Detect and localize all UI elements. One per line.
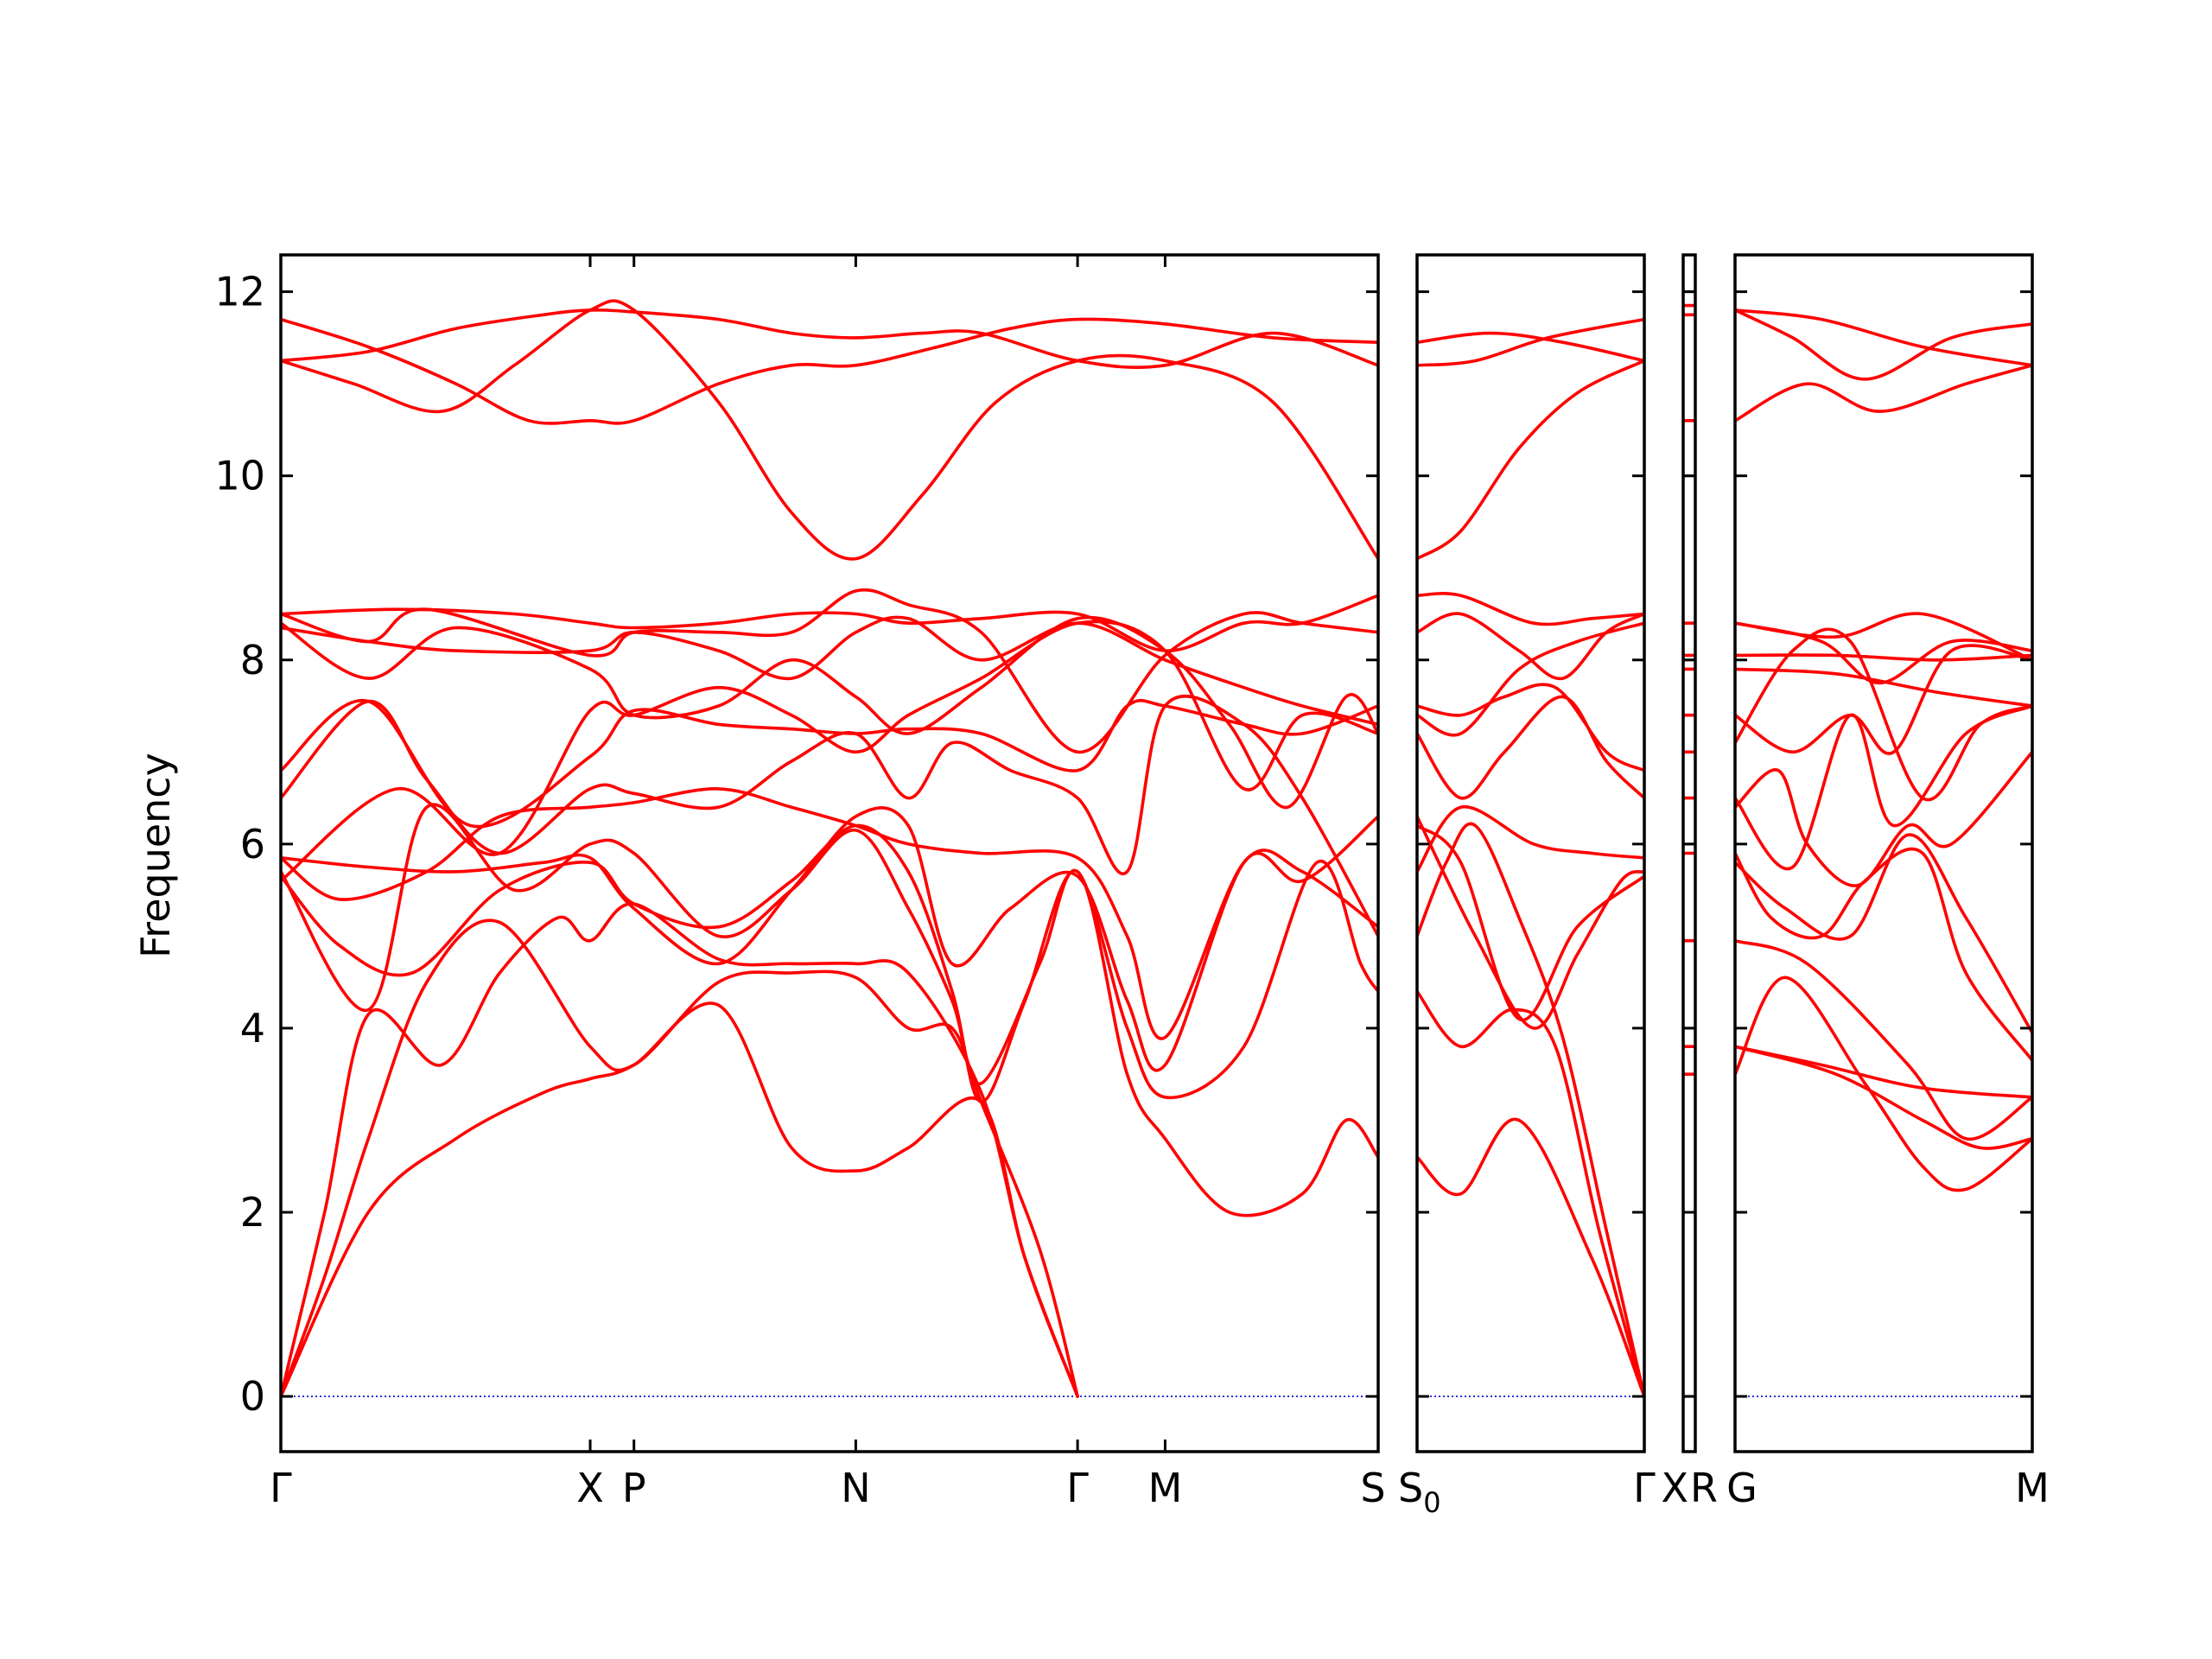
- plot-frame: [1681, 253, 1697, 1453]
- band-line-12: [1735, 653, 2032, 662]
- band-line-1: [1735, 976, 2032, 1192]
- band-line-1: [281, 1001, 1079, 1398]
- plot-frame: [1733, 253, 2034, 1453]
- band-line-2: [1735, 1045, 2032, 1150]
- band-line-14: [281, 594, 1378, 652]
- y-tick-label: 6: [240, 821, 265, 868]
- x-tick-label: Γ: [1066, 1465, 1089, 1511]
- band-line-12: [281, 615, 1378, 727]
- band-line-12: [1417, 359, 1644, 561]
- band-line-15: [1735, 364, 2032, 423]
- band-line-11: [1735, 667, 2032, 708]
- band-line-9: [281, 698, 1378, 829]
- band-line-5: [1417, 823, 1644, 1022]
- band-line-15: [281, 299, 1378, 561]
- band-line-17: [281, 308, 1378, 369]
- band-line-16: [281, 317, 1378, 425]
- band-line-9: [1417, 621, 1644, 737]
- band-line-4: [281, 823, 1378, 1217]
- band-line-7: [281, 787, 1378, 1040]
- bands: [1683, 303, 1695, 1077]
- plot-frame: [279, 253, 1380, 1453]
- band-line-13: [1417, 317, 1644, 367]
- band-line-3: [281, 918, 1079, 1398]
- x-tick-label: S: [1360, 1465, 1385, 1511]
- band-line-11: [1417, 592, 1644, 626]
- panel-2: S0 Γ: [1398, 253, 1656, 1519]
- band-line-10: [281, 620, 1378, 883]
- y-tick-label: 10: [214, 453, 265, 499]
- plot-frame: [1415, 253, 1646, 1453]
- band-line-17: [1735, 308, 2032, 381]
- band-line-13: [281, 588, 1378, 754]
- y-tick-label: 2: [240, 1189, 265, 1236]
- band-line-7: [1735, 750, 2032, 887]
- bands: [1417, 317, 1644, 1398]
- bands: [281, 299, 1378, 1398]
- band-line-8: [281, 695, 1378, 938]
- y-tick-label: 12: [214, 269, 265, 315]
- x-tick-label: M: [1148, 1465, 1183, 1511]
- band-line-3: [1735, 1045, 2032, 1099]
- y-tick-label: 0: [240, 1373, 265, 1420]
- band-line-10: [1417, 612, 1644, 681]
- x-tick-label: X: [576, 1465, 604, 1511]
- band-line-8: [1417, 683, 1644, 772]
- band-line-6: [1417, 805, 1644, 874]
- band-line-3: [1417, 822, 1644, 1398]
- band-line-2: [1417, 989, 1644, 1398]
- x-tick-label: S0: [1398, 1465, 1441, 1519]
- x-tick-label: G: [1726, 1465, 1758, 1511]
- x-tick-label: R: [1690, 1465, 1718, 1511]
- y-axis-label: Frequency: [132, 753, 179, 958]
- band-line-2: [281, 902, 1079, 1398]
- x-tick-label: Γ: [270, 1465, 292, 1511]
- band-line-4: [1735, 938, 2032, 1141]
- x-tick-label: X: [1661, 1465, 1688, 1511]
- band-line-6: [281, 806, 1378, 1072]
- band-line-14: [1417, 331, 1644, 363]
- band-line-16: [1735, 308, 2032, 367]
- y-tick-label: 4: [240, 1005, 265, 1052]
- band-line-8: [1735, 704, 2032, 871]
- x-tick-label: M: [2015, 1465, 2050, 1511]
- band-line-11: [281, 615, 1378, 810]
- band-line-6: [1735, 833, 2032, 1035]
- panel-1: 0 2 4 6 8 10 12 Γ X P N Γ M S: [214, 253, 1386, 1511]
- bands: [1735, 308, 2032, 1192]
- x-tick-label: P: [622, 1465, 646, 1511]
- x-tick-label: Γ: [1633, 1465, 1656, 1511]
- x-tick-label: N: [841, 1465, 870, 1511]
- band-line-10: [1735, 644, 2032, 755]
- y-tick-label: 8: [240, 637, 265, 683]
- band-line-9: [1735, 627, 2032, 802]
- band-line-7: [1417, 695, 1644, 800]
- band-line-4: [1417, 815, 1644, 1030]
- band-line-1: [1417, 1117, 1644, 1398]
- band-line-14: [1735, 612, 2032, 662]
